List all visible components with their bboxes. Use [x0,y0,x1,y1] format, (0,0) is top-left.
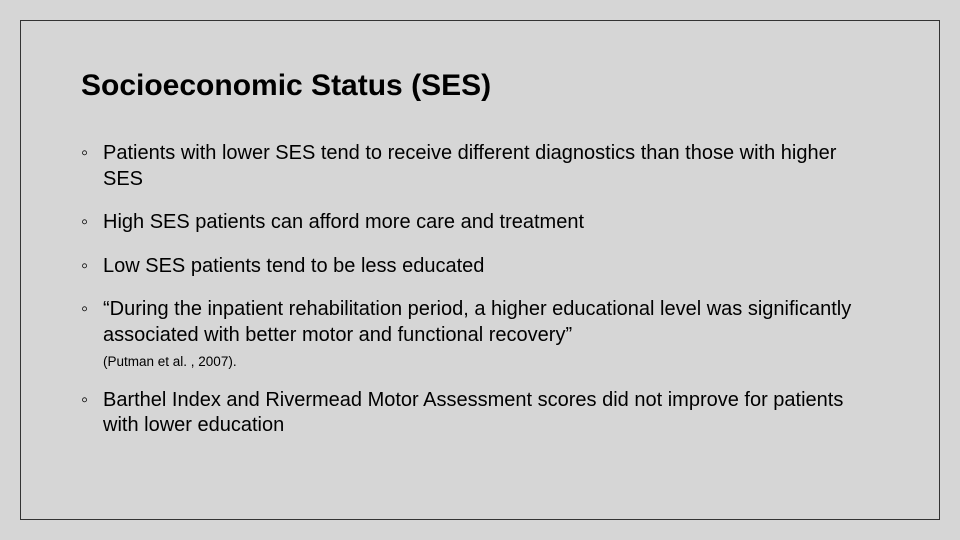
citation-text: (Putman et al. , 2007). [103,353,879,370]
bullet-text: “During the inpatient rehabilitation per… [103,298,851,346]
bullet-text: Patients with lower SES tend to receive … [103,142,836,190]
bullet-text: High SES patients can afford more care a… [103,211,584,233]
list-item: “During the inpatient rehabilitation per… [81,297,879,369]
slide-title: Socioeconomic Status (SES) [81,69,879,103]
bullet-text: Barthel Index and Rivermead Motor Assess… [103,389,843,437]
slide: Socioeconomic Status (SES) Patients with… [0,0,960,540]
slide-frame: Socioeconomic Status (SES) Patients with… [20,20,940,520]
list-item: High SES patients can afford more care a… [81,210,879,236]
list-item: Barthel Index and Rivermead Motor Assess… [81,388,879,439]
list-item: Patients with lower SES tend to receive … [81,141,879,192]
bullet-text: Low SES patients tend to be less educate… [103,255,484,277]
list-item: Low SES patients tend to be less educate… [81,254,879,280]
bullet-list: Patients with lower SES tend to receive … [81,141,879,439]
